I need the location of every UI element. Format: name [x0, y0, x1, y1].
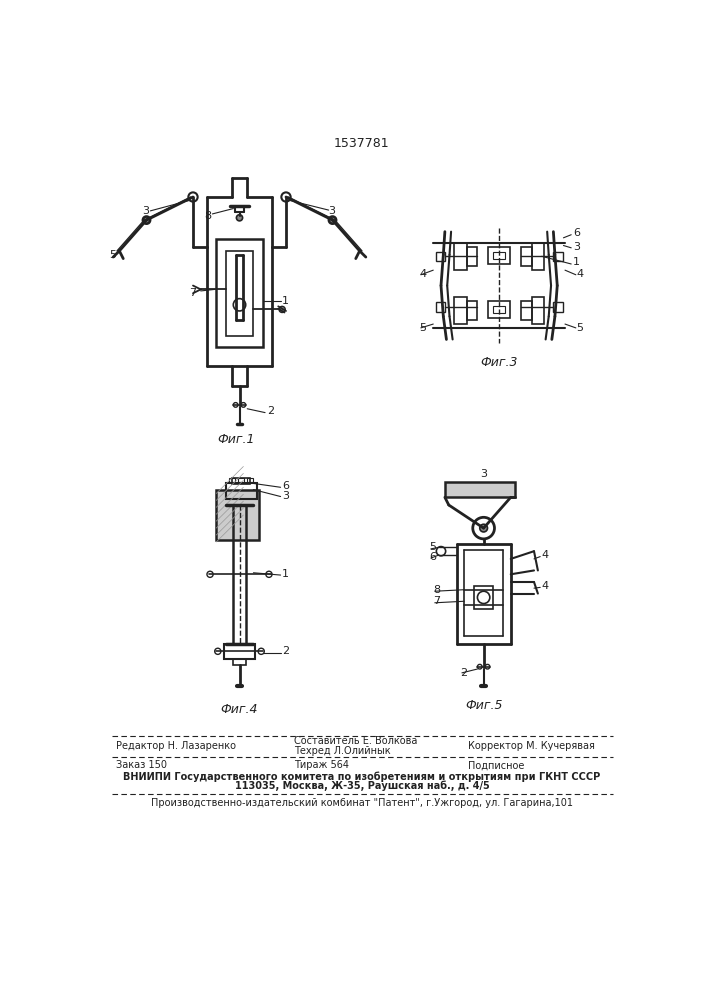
Bar [228, 478, 235, 482]
Text: Тираж 564: Тираж 564 [293, 760, 349, 770]
Text: 4: 4 [542, 581, 549, 591]
Text: Фиг.1: Фиг.1 [217, 433, 255, 446]
Bar [521, 247, 532, 266]
Circle shape [236, 215, 243, 221]
Text: Подписное: Подписное [468, 760, 525, 770]
Text: Производственно-издательский комбинат "Патент", г.Ужгород, ул. Гагарина,101: Производственно-издательский комбинат "П… [151, 798, 573, 808]
Text: 4: 4 [577, 269, 584, 279]
Text: Корректор М. Кучерявая: Корректор М. Кучерявая [468, 741, 595, 751]
Text: 6: 6 [282, 481, 289, 491]
Text: 7: 7 [189, 288, 197, 298]
Bar [445, 482, 515, 497]
Circle shape [144, 217, 150, 223]
Text: 1: 1 [282, 569, 289, 579]
Text: 2: 2 [267, 406, 274, 416]
Text: 1: 1 [282, 296, 289, 306]
Text: 113035, Москва, Ж-35, Раушская наб., д. 4/5: 113035, Москва, Ж-35, Раушская наб., д. … [235, 781, 489, 791]
Bar [474, 586, 493, 609]
Text: Редактор Н. Лазаренко: Редактор Н. Лазаренко [115, 741, 235, 751]
Text: 5: 5 [419, 323, 426, 333]
Text: 3: 3 [282, 491, 289, 501]
Text: 6: 6 [429, 552, 436, 562]
Text: 2: 2 [460, 668, 467, 678]
Circle shape [279, 306, 285, 313]
Bar [232, 478, 250, 484]
Text: ВНИИПИ Государственного комитета по изобретениям и открытиям при ГКНТ СССР: ВНИИПИ Государственного комитета по изоб… [123, 772, 600, 782]
Bar [247, 478, 253, 482]
Circle shape [329, 217, 336, 223]
Text: 7: 7 [433, 596, 440, 606]
Text: 4: 4 [542, 550, 549, 560]
Bar [467, 301, 477, 320]
Text: 3: 3 [143, 206, 150, 216]
Bar [454, 297, 467, 324]
Bar [493, 306, 506, 313]
Bar [532, 297, 544, 324]
Bar [489, 247, 510, 264]
Text: 1537781: 1537781 [334, 137, 390, 150]
Text: 5: 5 [429, 542, 436, 552]
Bar [226, 251, 253, 336]
Text: 8: 8 [433, 585, 440, 595]
Text: 6: 6 [573, 228, 580, 238]
Bar [532, 243, 544, 270]
Bar [216, 239, 263, 347]
Bar [467, 247, 477, 266]
Text: Составитель Е. Волкова: Составитель Е. Волкова [293, 736, 417, 746]
Text: Техред Л.Олийнык: Техред Л.Олийнык [293, 746, 390, 756]
Bar [521, 301, 532, 320]
Circle shape [480, 524, 488, 532]
Bar [226, 483, 257, 499]
Text: 4: 4 [419, 269, 426, 279]
Bar [436, 302, 445, 312]
Text: 8: 8 [204, 211, 212, 221]
Bar [454, 243, 467, 270]
Bar [233, 659, 246, 665]
Text: 3: 3 [480, 469, 487, 479]
Text: Фиг.3: Фиг.3 [480, 356, 518, 369]
Text: Заказ 150: Заказ 150 [115, 760, 167, 770]
Bar [489, 301, 510, 318]
Text: 3: 3 [573, 242, 580, 252]
Bar [233, 505, 246, 644]
Text: Фиг.5: Фиг.5 [465, 699, 503, 712]
Text: Фиг.4: Фиг.4 [221, 703, 258, 716]
Bar [554, 302, 563, 312]
Bar [238, 478, 244, 482]
Text: 2: 2 [282, 646, 289, 656]
Bar [216, 490, 259, 540]
Text: 3: 3 [329, 206, 336, 216]
Bar [224, 644, 255, 659]
Bar [436, 252, 445, 261]
Bar [493, 252, 506, 259]
Bar [554, 252, 563, 261]
Text: 1: 1 [573, 257, 580, 267]
Text: 5: 5 [577, 323, 583, 333]
Text: 5: 5 [110, 250, 116, 260]
